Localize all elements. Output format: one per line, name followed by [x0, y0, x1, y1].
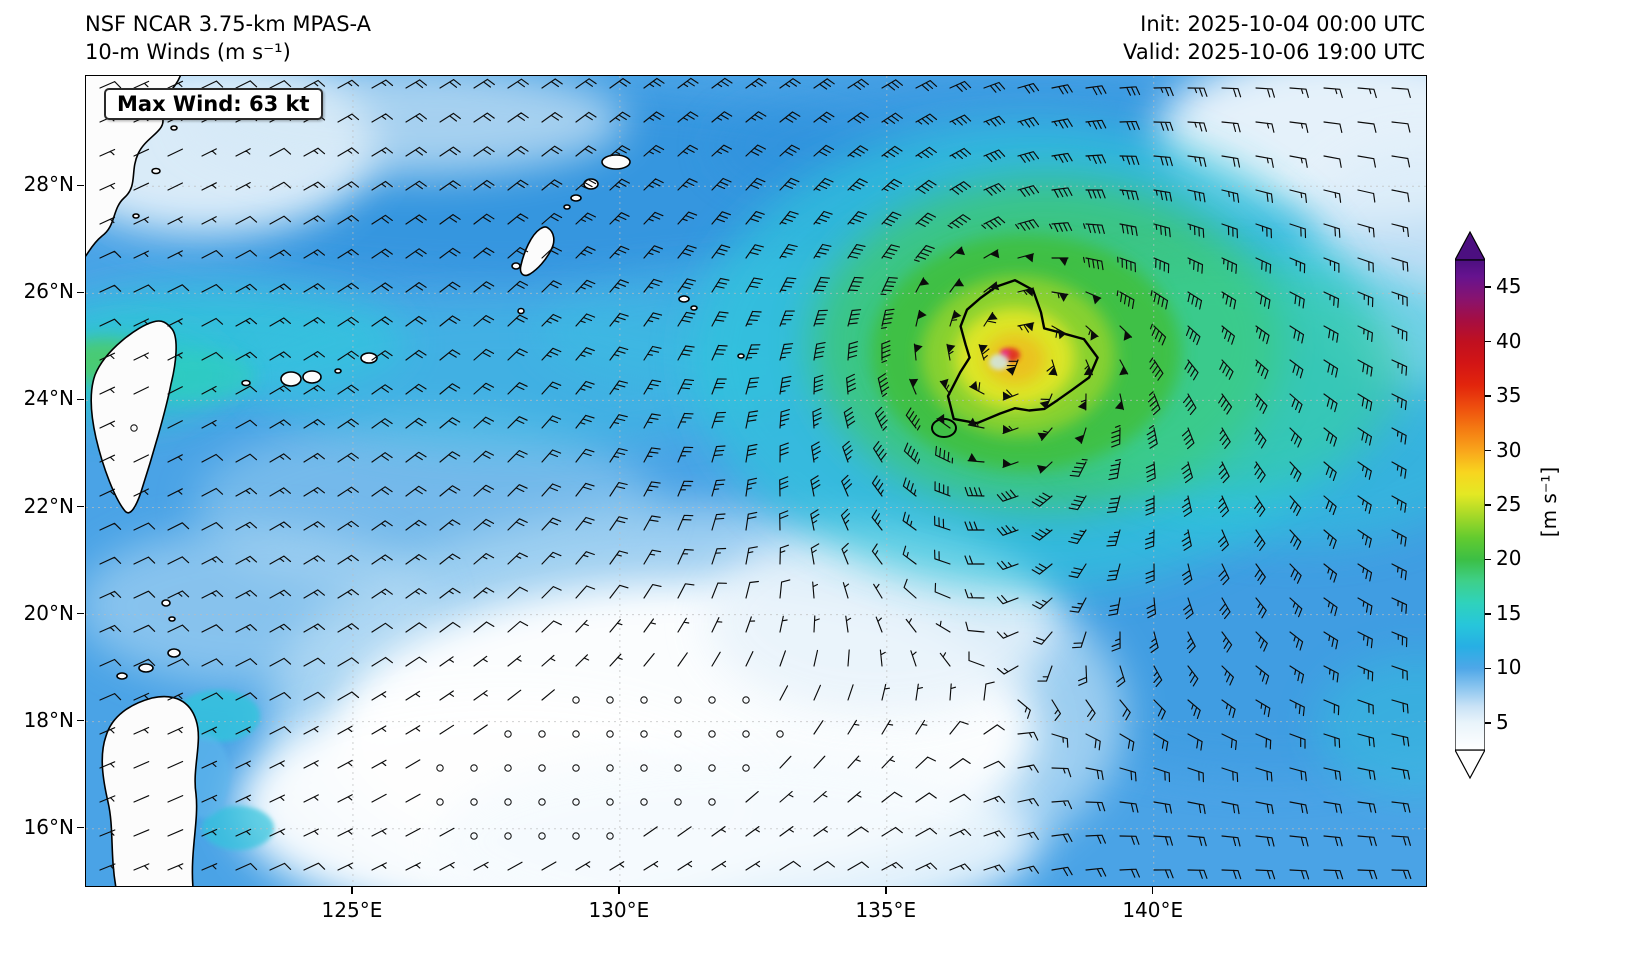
- max-wind-badge: Max Wind: 63 kt: [104, 88, 323, 120]
- x-tick-label: 130°E: [588, 898, 650, 922]
- colorbar: [1455, 230, 1485, 780]
- y-axis-tick: [77, 719, 84, 722]
- y-tick-label: 16°N: [23, 814, 74, 839]
- y-axis-tick: [77, 398, 84, 401]
- colorbar-tick-label: 35: [1496, 383, 1522, 408]
- field-name: 10-m Winds (m s⁻¹): [85, 40, 291, 64]
- y-axis-tick: [77, 612, 84, 615]
- colorbar-tick-label: 25: [1496, 492, 1522, 516]
- init-time: Init: 2025-10-04 00:00 UTC: [1140, 12, 1425, 36]
- x-axis-tick: [885, 887, 887, 894]
- colorbar-tick-label: 5: [1496, 709, 1509, 734]
- colorbar-tick-label: 20: [1496, 546, 1522, 571]
- colorbar-tick-label: 30: [1496, 437, 1522, 462]
- model-name: NSF NCAR 3.75-km MPAS-A: [85, 12, 372, 36]
- colorbar-tick-label: 45: [1496, 274, 1522, 299]
- y-tick-label: 24°N: [23, 386, 74, 411]
- y-tick-label: 20°N: [23, 600, 74, 625]
- x-tick-label: 125°E: [321, 898, 383, 922]
- map-plot-area: Max Wind: 63 kt: [85, 75, 1427, 887]
- colorbar-tick: [1485, 286, 1491, 288]
- colorbar-tick-label: 15: [1496, 600, 1522, 625]
- y-axis-tick: [77, 184, 84, 187]
- wind-map-canvas: [86, 76, 1426, 886]
- colorbar-tick-label: 40: [1496, 328, 1522, 353]
- colorbar-tick: [1485, 395, 1491, 397]
- colorbar-tick-label: 10: [1496, 655, 1522, 680]
- y-axis-tick: [77, 826, 84, 829]
- colorbar-tick: [1485, 504, 1491, 506]
- colorbar-tick: [1485, 722, 1491, 724]
- y-axis-tick: [77, 505, 84, 508]
- y-tick-label: 26°N: [23, 279, 74, 304]
- x-tick-label: 135°E: [855, 898, 917, 922]
- y-axis-tick: [77, 291, 84, 294]
- x-axis-tick: [351, 887, 353, 894]
- valid-time: Valid: 2025-10-06 19:00 UTC: [1123, 40, 1425, 64]
- y-tick-label: 28°N: [23, 172, 74, 197]
- colorbar-tick: [1485, 558, 1491, 561]
- x-tick-label: 140°E: [1122, 898, 1184, 922]
- x-axis-tick: [618, 887, 620, 894]
- y-tick-label: 18°N: [23, 707, 74, 732]
- x-axis-tick: [1151, 887, 1154, 894]
- run-times: Init: 2025-10-04 00:00 UTC Valid: 2025-1…: [1000, 10, 1425, 66]
- colorbar-tick: [1485, 449, 1491, 452]
- colorbar-tick: [1485, 613, 1491, 615]
- colorbar-tick: [1485, 340, 1491, 343]
- figure-title: NSF NCAR 3.75-km MPAS-A 10-m Winds (m s⁻…: [85, 10, 371, 66]
- colorbar-unit-label: [m s⁻¹]: [1537, 466, 1561, 538]
- y-tick-label: 22°N: [23, 493, 74, 518]
- colorbar-tick: [1485, 667, 1491, 670]
